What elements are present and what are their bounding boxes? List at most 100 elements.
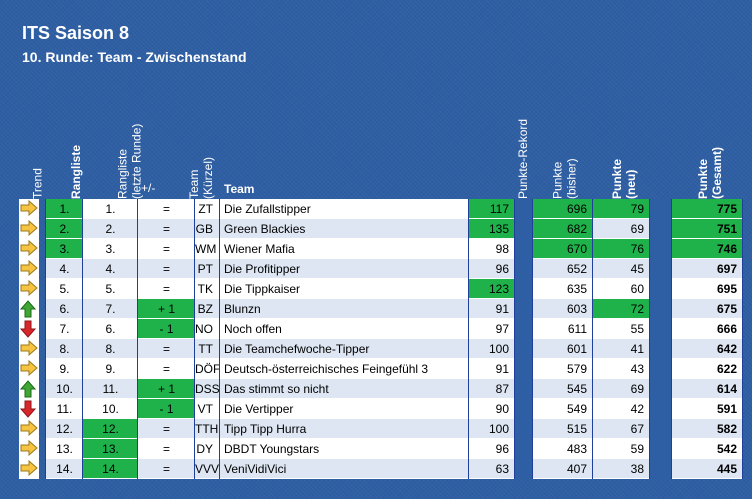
column-gap — [515, 379, 533, 399]
table-row: 7. 6. - 1 NO Noch offen 97 611 55 666 — [19, 319, 743, 339]
column-gap — [650, 439, 672, 459]
points-total-cell: 675 — [672, 299, 743, 319]
points-before-cell: 635 — [533, 279, 593, 299]
points-before-cell: 579 — [533, 359, 593, 379]
rank-cell: 11. — [46, 399, 83, 419]
prev-rank-cell: 12. — [83, 419, 138, 439]
column-gap — [650, 319, 672, 339]
column-gap — [515, 219, 533, 239]
trend-right-arrow-icon — [19, 359, 39, 379]
record-cell: 135 — [469, 219, 515, 239]
team-code-cell: PT — [195, 259, 219, 279]
column-gap — [650, 219, 672, 239]
diff-cell: = — [138, 239, 195, 259]
rank-cell: 10. — [46, 379, 83, 399]
column-gap — [650, 379, 672, 399]
points-total-cell: 445 — [672, 459, 743, 479]
header-neu: Punkte (neu) — [610, 158, 639, 199]
record-cell: 91 — [469, 299, 515, 319]
table-row: 10. 11. + 1 DSSN Das stimmt so nicht 87 545 69 6… — [19, 379, 743, 399]
column-gap — [650, 299, 672, 319]
prev-rank-cell: 4. — [83, 259, 138, 279]
grid-line — [468, 199, 469, 479]
diff-cell: + 1 — [138, 379, 195, 399]
team-code-cell: VT — [195, 399, 219, 419]
table-row: 9. 9. = DÖF3 Deutsch-österreichisches Feinge… — [19, 359, 743, 379]
points-total-cell: 666 — [672, 319, 743, 339]
grid-line — [45, 199, 46, 479]
grid-line — [592, 199, 593, 479]
trend-right-arrow-icon — [19, 419, 39, 439]
team-name-cell: Das stimmt so nicht — [220, 379, 469, 399]
points-new-cell: 42 — [593, 399, 650, 419]
rank-cell: 2. — [46, 219, 83, 239]
grid-line — [671, 199, 672, 479]
prev-rank-cell: 1. — [83, 199, 138, 219]
team-name-cell: Die Vertipper — [220, 399, 469, 419]
points-before-cell: 601 — [533, 339, 593, 359]
page-subtitle: 10. Runde: Team - Zwischenstand — [22, 49, 247, 65]
points-before-cell: 670 — [533, 239, 593, 259]
header-rangliste-prev: Rangliste (letzte Runde) — [115, 123, 144, 199]
header-kuerzel: Team (Kürzel) — [187, 156, 216, 199]
grid-line — [532, 199, 533, 479]
trend-right-arrow-icon — [19, 439, 39, 459]
points-total-cell: 642 — [672, 339, 743, 359]
points-before-cell: 603 — [533, 299, 593, 319]
team-name-cell: Noch offen — [220, 319, 469, 339]
team-name-cell: Blunzn — [220, 299, 469, 319]
points-new-cell: 41 — [593, 339, 650, 359]
points-total-cell: 775 — [672, 199, 743, 219]
grid-line — [82, 199, 83, 479]
trend-right-arrow-icon — [19, 199, 39, 219]
points-before-cell: 696 — [533, 199, 593, 219]
column-gap — [515, 299, 533, 319]
points-new-cell: 43 — [593, 359, 650, 379]
team-name-cell: Die Teamchefwoche-Tipper — [220, 339, 469, 359]
record-cell: 90 — [469, 399, 515, 419]
team-name-cell: DBDT Youngstars — [220, 439, 469, 459]
prev-rank-cell: 11. — [83, 379, 138, 399]
team-name-cell: Die Profitipper — [220, 259, 469, 279]
rank-cell: 5. — [46, 279, 83, 299]
prev-rank-cell: 5. — [83, 279, 138, 299]
diff-cell: + 1 — [138, 299, 195, 319]
points-before-cell: 483 — [533, 439, 593, 459]
points-before-cell: 407 — [533, 459, 593, 479]
trend-right-arrow-icon — [19, 279, 39, 299]
record-cell: 63 — [469, 459, 515, 479]
column-gap — [515, 339, 533, 359]
rank-cell: 6. — [46, 299, 83, 319]
record-cell: 123 — [469, 279, 515, 299]
team-code-cell: DÖF3 — [195, 359, 227, 379]
trend-right-arrow-icon — [19, 239, 39, 259]
diff-cell: = — [138, 219, 195, 239]
team-code-cell: GB — [195, 219, 219, 239]
team-name-cell: VeniVidiVici — [220, 459, 469, 479]
points-total-cell: 542 — [672, 439, 743, 459]
points-total-cell: 751 — [672, 219, 743, 239]
grid-line — [137, 199, 138, 479]
rank-cell: 9. — [46, 359, 83, 379]
column-gap — [515, 359, 533, 379]
team-name-cell: Deutsch-österreichisches Feingefühl 3 — [220, 359, 469, 379]
page-title: ITS Saison 8 — [22, 23, 130, 43]
column-gap — [515, 319, 533, 339]
column-gap — [650, 419, 672, 439]
record-cell: 98 — [469, 239, 515, 259]
column-gap — [650, 259, 672, 279]
prev-rank-cell: 6. — [83, 319, 138, 339]
points-before-cell: 545 — [533, 379, 593, 399]
record-cell: 100 — [469, 339, 515, 359]
header-rekord: Punkte-Rekord — [516, 118, 531, 199]
column-gap — [650, 279, 672, 299]
table-row: 2. 2. = GB Green Blackies 135 682 69 751 — [19, 219, 743, 239]
points-before-cell: 611 — [533, 319, 593, 339]
team-code-cell: ZT — [195, 199, 219, 219]
team-name-cell: Die Tippkaiser — [220, 279, 469, 299]
record-cell: 96 — [469, 259, 515, 279]
table-row: 13. 13. = DY DBDT Youngstars 96 483 59 542 — [19, 439, 743, 459]
diff-cell: = — [138, 439, 195, 459]
diff-cell: = — [138, 259, 195, 279]
record-cell: 97 — [469, 319, 515, 339]
